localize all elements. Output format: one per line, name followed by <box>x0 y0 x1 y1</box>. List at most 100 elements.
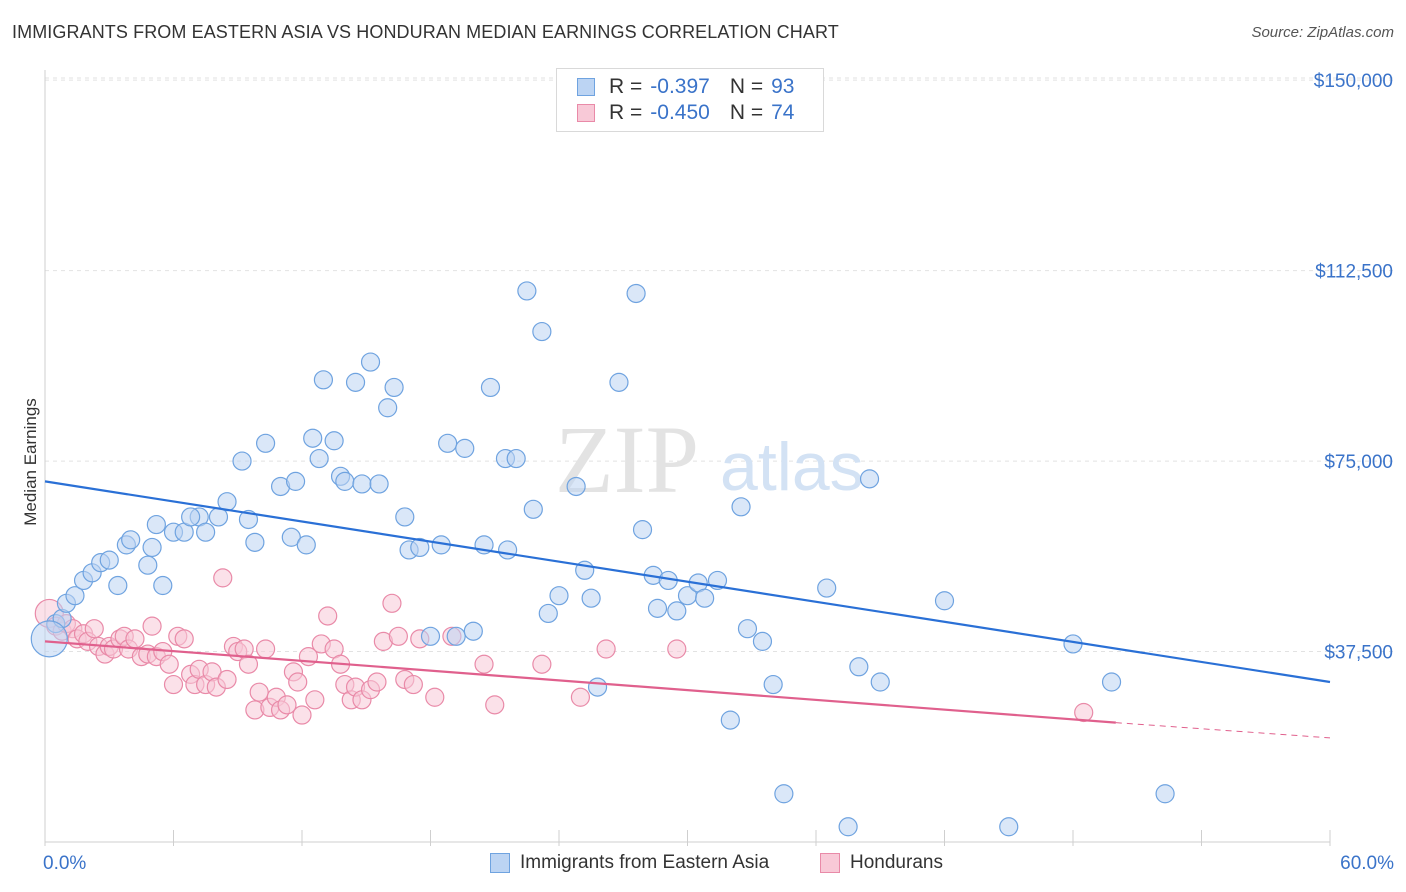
tick-labels: $37,500 $75,000 $112,500 $150,000 0.0% 60.0% <box>43 71 1394 874</box>
data-point-honduran <box>485 695 505 715</box>
legend-row-hondurans: R = -0.450 N = 74 <box>577 101 814 125</box>
data-point-eastern-asia <box>549 586 569 606</box>
data-point-honduran <box>213 568 233 588</box>
data-point-eastern-asia <box>446 626 466 646</box>
legend-n-value: 74 <box>771 101 795 124</box>
data-point-eastern-asia <box>455 438 475 458</box>
data-point-eastern-asia <box>142 537 162 558</box>
data-point-honduran <box>217 669 237 690</box>
legend-row-eastern-asia: R = -0.397 N = 93 <box>577 75 814 99</box>
bottom-legend-swatch-pink <box>820 853 840 873</box>
data-point-eastern-asia <box>360 352 381 372</box>
data-point-eastern-asia <box>232 451 252 471</box>
watermark-atlas: atlas <box>720 429 864 505</box>
data-point-eastern-asia <box>146 514 166 535</box>
data-point-eastern-asia <box>196 522 216 542</box>
trend-line <box>44 640 1116 724</box>
data-point-eastern-asia <box>849 657 869 677</box>
data-point-eastern-asia <box>238 509 259 530</box>
data-point-eastern-asia <box>480 377 501 398</box>
data-point-eastern-asia <box>30 620 68 658</box>
data-point-honduran <box>163 674 184 695</box>
bottom-legend-label: Hondurans <box>850 852 943 873</box>
data-point-honduran <box>425 687 445 707</box>
data-point-honduran <box>277 695 297 715</box>
data-point-eastern-asia <box>581 588 601 608</box>
data-point-honduran <box>238 654 259 674</box>
data-point-honduran <box>288 672 308 692</box>
y-axis-label: Median Earnings <box>21 398 40 526</box>
chart-title: IMMIGRANTS FROM EASTERN ASIA VS HONDURAN… <box>12 22 839 42</box>
data-point-honduran <box>292 705 312 725</box>
y-tick-label: $150,000 <box>1314 71 1393 92</box>
x-tick-label-max: 60.0% <box>1340 853 1394 874</box>
watermark-zip: ZIP <box>555 406 699 513</box>
bottom-legend-hondurans: Hondurans <box>820 852 943 874</box>
data-point-honduran <box>84 619 104 639</box>
series-eastern-asia <box>30 281 1175 837</box>
data-point-eastern-asia <box>384 377 404 398</box>
bottom-legend-swatch-blue <box>490 853 510 873</box>
data-point-eastern-asia <box>255 433 276 453</box>
legend-r-label: R = <box>609 101 643 124</box>
data-point-honduran <box>367 672 387 692</box>
data-point-eastern-asia <box>1101 672 1122 692</box>
data-point-honduran <box>305 690 325 710</box>
data-point-eastern-asia <box>99 550 119 570</box>
y-tick-label: $112,500 <box>1315 262 1393 283</box>
y-tick-label: $37,500 <box>1324 643 1393 664</box>
y-tick-label: $75,000 <box>1324 452 1393 473</box>
data-point-eastern-asia <box>609 372 629 392</box>
data-point-eastern-asia <box>410 537 430 558</box>
data-point-honduran <box>159 654 179 674</box>
data-point-eastern-asia <box>313 370 334 390</box>
data-point-eastern-asia <box>138 555 158 575</box>
data-point-eastern-asia <box>352 474 372 494</box>
data-point-eastern-asia <box>737 619 758 639</box>
correlation-legend: R = -0.397 N = 93 R = -0.450 N = 74 <box>556 68 824 132</box>
x-tick-label-min: 0.0% <box>43 853 86 874</box>
data-point-eastern-asia <box>65 586 85 606</box>
data-point-eastern-asia <box>720 710 740 730</box>
data-point-eastern-asia <box>838 817 858 837</box>
data-point-eastern-asia <box>870 672 890 692</box>
data-point-honduran <box>318 606 338 626</box>
data-point-honduran <box>255 639 276 659</box>
trend-lines <box>44 480 1331 739</box>
data-point-eastern-asia <box>506 448 526 469</box>
data-point-honduran <box>667 639 687 659</box>
data-point-eastern-asia <box>647 598 668 618</box>
data-point-eastern-asia <box>532 321 552 342</box>
data-point-eastern-asia <box>438 433 458 453</box>
data-point-honduran <box>388 626 408 646</box>
data-point-eastern-asia <box>121 530 141 550</box>
data-point-eastern-asia <box>587 677 608 697</box>
data-point-honduran <box>403 674 423 695</box>
data-point-honduran <box>174 629 194 649</box>
legend-r-value: -0.450 <box>650 101 710 124</box>
data-point-eastern-asia <box>752 631 773 651</box>
data-point-eastern-asia <box>498 540 518 560</box>
data-point-honduran <box>596 639 616 659</box>
data-point-eastern-asia <box>774 784 794 804</box>
data-point-eastern-asia <box>859 469 880 489</box>
data-point-eastern-asia <box>731 497 751 517</box>
axes <box>44 70 1331 846</box>
data-point-honduran <box>570 687 591 707</box>
legend-r-label: R = <box>609 75 643 98</box>
data-point-eastern-asia <box>181 507 201 527</box>
data-point-eastern-asia <box>999 817 1019 837</box>
data-point-eastern-asia <box>463 621 483 641</box>
data-point-eastern-asia <box>153 575 173 596</box>
data-point-eastern-asia <box>324 431 344 451</box>
trend-line <box>1115 722 1331 739</box>
data-point-eastern-asia <box>245 532 265 552</box>
data-point-eastern-asia <box>632 520 653 540</box>
data-point-eastern-asia <box>309 448 329 469</box>
bottom-legend-eastern-asia: Immigrants from Eastern Asia <box>490 852 769 874</box>
data-point-eastern-asia <box>303 428 323 448</box>
data-point-eastern-asia <box>667 601 687 621</box>
data-point-eastern-asia <box>369 474 389 494</box>
data-point-eastern-asia <box>517 281 537 301</box>
